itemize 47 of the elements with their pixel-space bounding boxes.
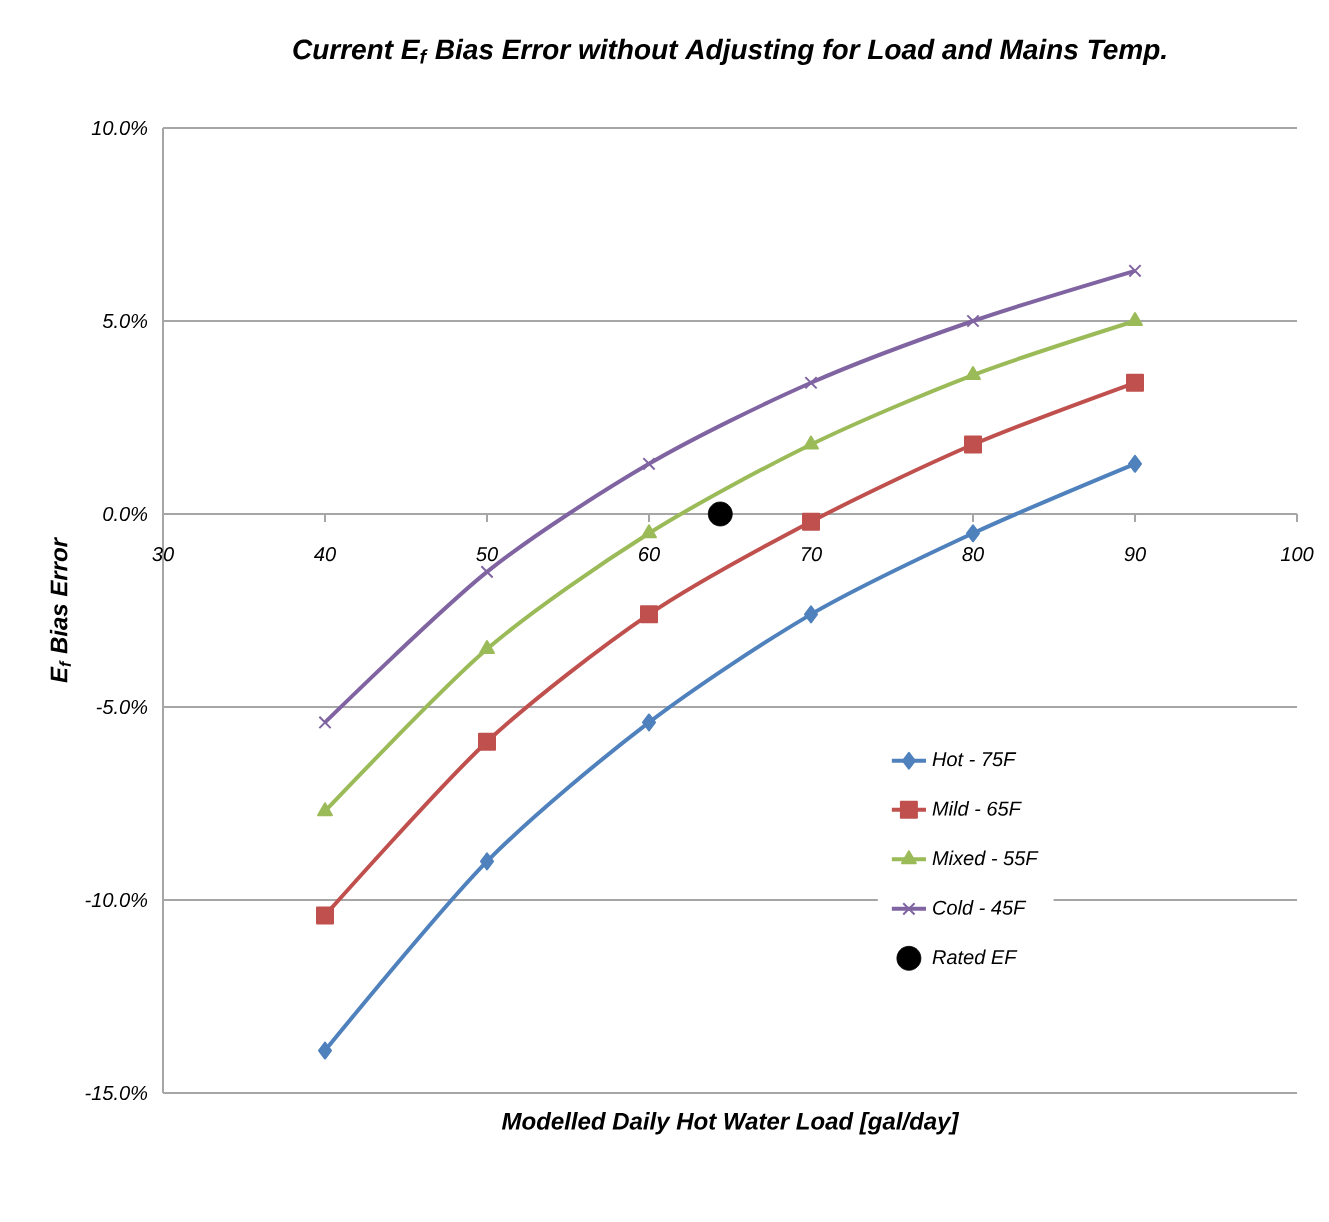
point	[316, 906, 334, 925]
point	[803, 435, 819, 450]
legend-label: Mixed - 55F	[932, 850, 1039, 866]
y-tick-label: -10.0%	[85, 892, 148, 908]
point	[479, 640, 495, 655]
point	[317, 802, 333, 817]
point	[804, 376, 818, 390]
point	[642, 457, 656, 471]
legend-label: Cold - 45F	[933, 900, 1027, 915]
point	[1127, 312, 1143, 326]
x-tick-label: 30	[152, 547, 174, 562]
point	[1128, 264, 1142, 278]
point	[1126, 373, 1145, 392]
point	[641, 524, 657, 539]
point	[642, 713, 657, 732]
point	[964, 435, 982, 454]
x-tick-label: 40	[314, 547, 336, 562]
y-tick-label: -5.0%	[96, 699, 148, 715]
point	[640, 605, 659, 624]
legend-label: Hot - 75F	[932, 752, 1017, 767]
point	[804, 605, 818, 624]
x-axis-title: Modelled Daily Hot Water Load [gal/day]	[501, 1112, 960, 1135]
point	[966, 524, 981, 543]
y-tick-label: 5.0%	[102, 313, 148, 329]
legend-label: Mild - 65F	[932, 801, 1022, 816]
x-tick-label: 80	[962, 547, 984, 562]
point	[480, 565, 494, 579]
point	[965, 366, 981, 381]
x-tick-label: 100	[1280, 547, 1314, 562]
chart-title: Current E$_{f}$ Bias Error without Adjusting for Load and Mains Temp.	[293, 38, 1166, 65]
y-axis-title: E$_{f}$ Bias Error	[49, 536, 71, 683]
y-tick-label: -15.0%	[85, 1085, 148, 1101]
point	[707, 501, 733, 527]
point	[802, 512, 820, 531]
x-tick-label: 50	[476, 547, 498, 562]
y-tick-label: 10.0%	[91, 120, 148, 136]
point	[318, 715, 332, 730]
x-tick-label: 70	[801, 547, 822, 562]
x-tick-label: 90	[1124, 547, 1146, 562]
point	[480, 852, 494, 871]
point	[478, 732, 496, 751]
point	[1128, 454, 1143, 473]
point	[966, 314, 980, 328]
legend-label: Rated EF	[932, 949, 1018, 965]
y-tick-label: 0.0%	[103, 506, 148, 522]
x-tick-label: 60	[639, 547, 660, 562]
point	[318, 1041, 332, 1060]
